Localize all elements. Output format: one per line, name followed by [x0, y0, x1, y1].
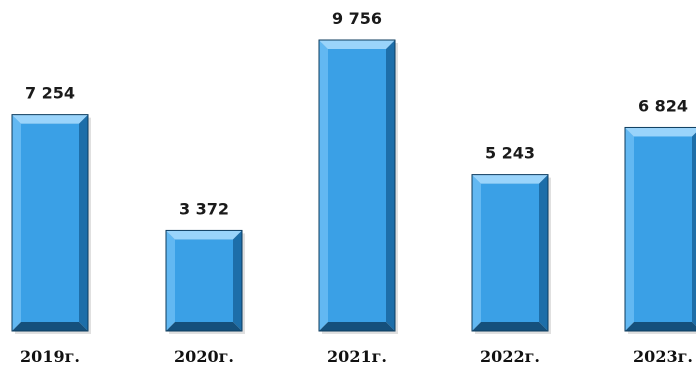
- bar-bevel-right: [233, 230, 242, 331]
- bar-bevel-bottom: [319, 322, 395, 331]
- category-label: 2022г.: [480, 347, 540, 366]
- bar-value-label: 5 243: [485, 144, 535, 163]
- bar-bevel-bottom: [472, 322, 548, 331]
- bar-bevel-right: [79, 114, 88, 331]
- bar-outline: [165, 229, 243, 332]
- bar-value-label: 7 254: [25, 84, 75, 103]
- bar-face: [634, 136, 692, 322]
- bar-outline: [11, 114, 89, 332]
- category-label: 2023г.: [633, 347, 693, 366]
- bar-outline: [624, 126, 696, 332]
- bar-outline: [318, 39, 396, 332]
- bar-bevel-right: [539, 174, 548, 331]
- bar-bevel-top: [319, 40, 395, 49]
- category-label: 2019г.: [20, 347, 80, 366]
- category-label: 2020г.: [174, 347, 234, 366]
- bar-value-label: 9 756: [332, 9, 382, 28]
- bar-bevel-top: [472, 174, 548, 184]
- bar-1: [11, 114, 91, 334]
- bar-bevel-bottom: [166, 322, 242, 331]
- bar-value-label: 6 824: [638, 96, 688, 115]
- bar-bevel-left: [472, 174, 481, 331]
- bar-bevel-bottom: [12, 322, 88, 331]
- bar-bevel-left: [319, 40, 328, 331]
- bar-bevel-bottom: [625, 322, 696, 331]
- bar-bevel-left: [625, 127, 634, 331]
- bar-face: [21, 123, 79, 322]
- bar-face: [175, 239, 233, 322]
- bar-bevel-right: [386, 40, 395, 331]
- bar-value-label: 3 372: [179, 199, 229, 218]
- bar-bevel-top: [12, 114, 88, 124]
- bar-bevel-right: [692, 132, 696, 326]
- bar-outline: [471, 174, 549, 332]
- bar-4: [471, 174, 551, 334]
- bar-face: [328, 49, 386, 322]
- bar-bevel-left: [12, 114, 21, 331]
- bar-face: [481, 183, 539, 322]
- bar-bevel-top: [625, 127, 696, 137]
- bar-2: [165, 229, 245, 334]
- bar-3: [318, 39, 398, 334]
- bar-5: [624, 126, 696, 334]
- category-label: 2021г.: [327, 347, 387, 366]
- bar-bevel-top: [166, 230, 242, 240]
- bar-bevel-left: [166, 230, 175, 331]
